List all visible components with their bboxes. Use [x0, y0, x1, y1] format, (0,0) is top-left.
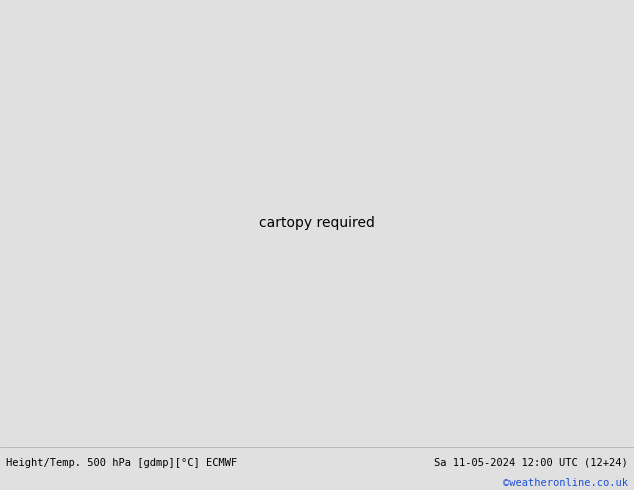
Text: ©weatheronline.co.uk: ©weatheronline.co.uk [503, 478, 628, 489]
Text: Sa 11-05-2024 12:00 UTC (12+24): Sa 11-05-2024 12:00 UTC (12+24) [434, 458, 628, 467]
Text: cartopy required: cartopy required [259, 216, 375, 230]
Text: Height/Temp. 500 hPa [gdmp][°C] ECMWF: Height/Temp. 500 hPa [gdmp][°C] ECMWF [6, 458, 238, 467]
